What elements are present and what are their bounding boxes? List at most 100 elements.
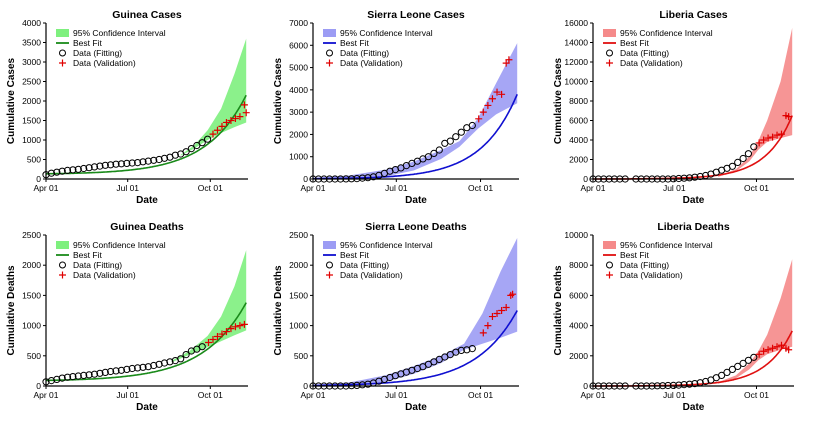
y-tick-label: 5000 [289,63,308,73]
y-axis-label: Cumulative Deaths [273,265,284,355]
y-tick-label: 4000 [569,135,588,145]
y-tick-label: 1500 [22,290,41,300]
y-tick-label: 1000 [22,321,41,331]
legend-fitting-label: Data (Fitting) [73,260,122,270]
ci-band [181,39,247,156]
x-tick-label: Oct 01 [468,390,493,400]
y-tick-label: 1000 [289,321,308,331]
legend-validation-swatch [326,272,333,279]
chart-liberia-deaths: 0 2000 4000 6000 8000 10000 Apr 01 Jul 01 Oct 01… [553,221,794,413]
chart-title: Sierra Leone Cases [367,9,465,21]
chart-title: Sierra Leone Deaths [365,221,467,233]
y-tick-label: 7000 [289,18,308,28]
y-tick-label: 1500 [289,290,308,300]
legend-ci-swatch [323,29,336,37]
data-fitting-point [740,155,746,161]
legend-ci-label: 95% Confidence Interval [73,28,166,38]
legend-ci-swatch [56,241,69,249]
x-tick-label: Jul 01 [663,390,686,400]
legend-fitting-label: Data (Fitting) [620,48,669,58]
legend-validation-label: Data (Validation) [73,58,136,68]
y-tick-label: 500 [294,351,308,361]
y-tick-label: 4000 [569,321,588,331]
y-tick-label: 12000 [564,57,588,67]
legend-fitting-swatch [327,50,333,56]
y-tick-label: 1000 [289,152,308,162]
y-tick-label: 2000 [569,155,588,165]
data-fitting-point [745,151,751,157]
y-tick-label: 4000 [289,85,308,95]
data-fitting-point [735,159,741,165]
legend-fitting-swatch [327,262,333,268]
legend-ci-label: 95% Confidence Interval [73,240,166,250]
legend: 95% Confidence IntervalBest FitData (Fit… [323,28,433,68]
legend-fitting-swatch [607,262,613,268]
y-tick-label: 2000 [22,260,41,270]
y-tick-label: 6000 [569,290,588,300]
x-tick-label: Jul 01 [116,183,139,193]
y-tick-label: 10000 [564,230,588,240]
y-tick-label: 2500 [289,230,308,240]
legend-ci-label: 95% Confidence Interval [340,240,433,250]
ci-band [718,28,792,177]
figure: 05001000150020002500300035004000Apr 01 Ju… [0,0,831,441]
chart-liberia-cases: 0200040006000800010000120001400016000Apr… [553,9,794,206]
x-tick-label: Oct 01 [744,183,769,193]
y-tick-label: 500 [27,155,41,165]
x-tick-label: Apr 01 [580,183,605,193]
legend-ci-label: 95% Confidence Interval [620,28,713,38]
legend-validation-swatch [326,60,333,67]
legend-ci-swatch [56,29,69,37]
y-tick-label: 10000 [564,77,588,87]
x-axis-label: Date [683,195,705,206]
chart-title: Guinea Cases [112,9,182,21]
y-axis-label: Cumulative Deaths [553,265,564,355]
legend-ci-label: 95% Confidence Interval [340,28,433,38]
y-tick-label: 16000 [564,18,588,28]
legend-fitting-label: Data (Fitting) [340,260,389,270]
chart-sierra-leone-cases: 01000200030004000500060007000Apr 01 Jul 0… [273,9,519,206]
x-tick-label: Apr 01 [300,390,325,400]
y-axis-label: Cumulative Cases [6,57,17,144]
legend: 95% Confidence IntervalBest FitData (Fit… [323,240,433,280]
y-tick-label: 3000 [22,57,41,67]
legend: 95% Confidence IntervalBest FitData (Fit… [603,28,713,68]
data-fitting-point [458,129,464,135]
legend-validation-label: Data (Validation) [340,270,403,280]
legend-validation-label: Data (Validation) [340,58,403,68]
data-fitting-point [453,134,459,140]
legend-validation-swatch [606,272,613,279]
legend-ci-swatch [603,29,616,37]
y-tick-label: 3000 [289,107,308,117]
y-tick-label: 6000 [289,40,308,50]
x-tick-label: Oct 01 [198,390,223,400]
y-axis-label: Cumulative Deaths [6,265,17,355]
y-tick-label: 6000 [569,116,588,126]
y-axis-label: Cumulative Cases [273,57,284,144]
y-tick-label: 500 [27,351,41,361]
x-tick-label: Apr 01 [580,390,605,400]
x-axis-label: Date [136,195,158,206]
chart-title: Liberia Deaths [657,221,730,233]
legend-fitting-label: Data (Fitting) [620,260,669,270]
x-tick-label: Oct 01 [468,183,493,193]
x-axis-label: Date [405,402,427,413]
x-tick-label: Jul 01 [385,390,408,400]
legend-validation-swatch [59,60,66,67]
legend-validation-label: Data (Validation) [620,270,683,280]
legend-fitting-swatch [60,262,66,268]
x-tick-label: Apr 01 [33,390,58,400]
x-axis-label: Date [683,402,705,413]
x-tick-label: Jul 01 [385,183,408,193]
legend-fitting-swatch [60,50,66,56]
chart-sierra-leone-deaths: 05001000150020002500Apr 01 Jul 01 Oct 01Si… [273,221,519,413]
legend: 95% Confidence IntervalBest FitData (Fit… [56,240,166,280]
x-tick-label: Jul 01 [663,183,686,193]
x-axis-label: Date [405,195,427,206]
chart-title: Guinea Deaths [110,221,184,233]
legend-fit-label: Best Fit [73,250,102,260]
x-tick-label: Oct 01 [198,183,223,193]
y-tick-label: 8000 [569,260,588,270]
legend-fit-label: Best Fit [620,250,649,260]
legend-ci-swatch [323,241,336,249]
